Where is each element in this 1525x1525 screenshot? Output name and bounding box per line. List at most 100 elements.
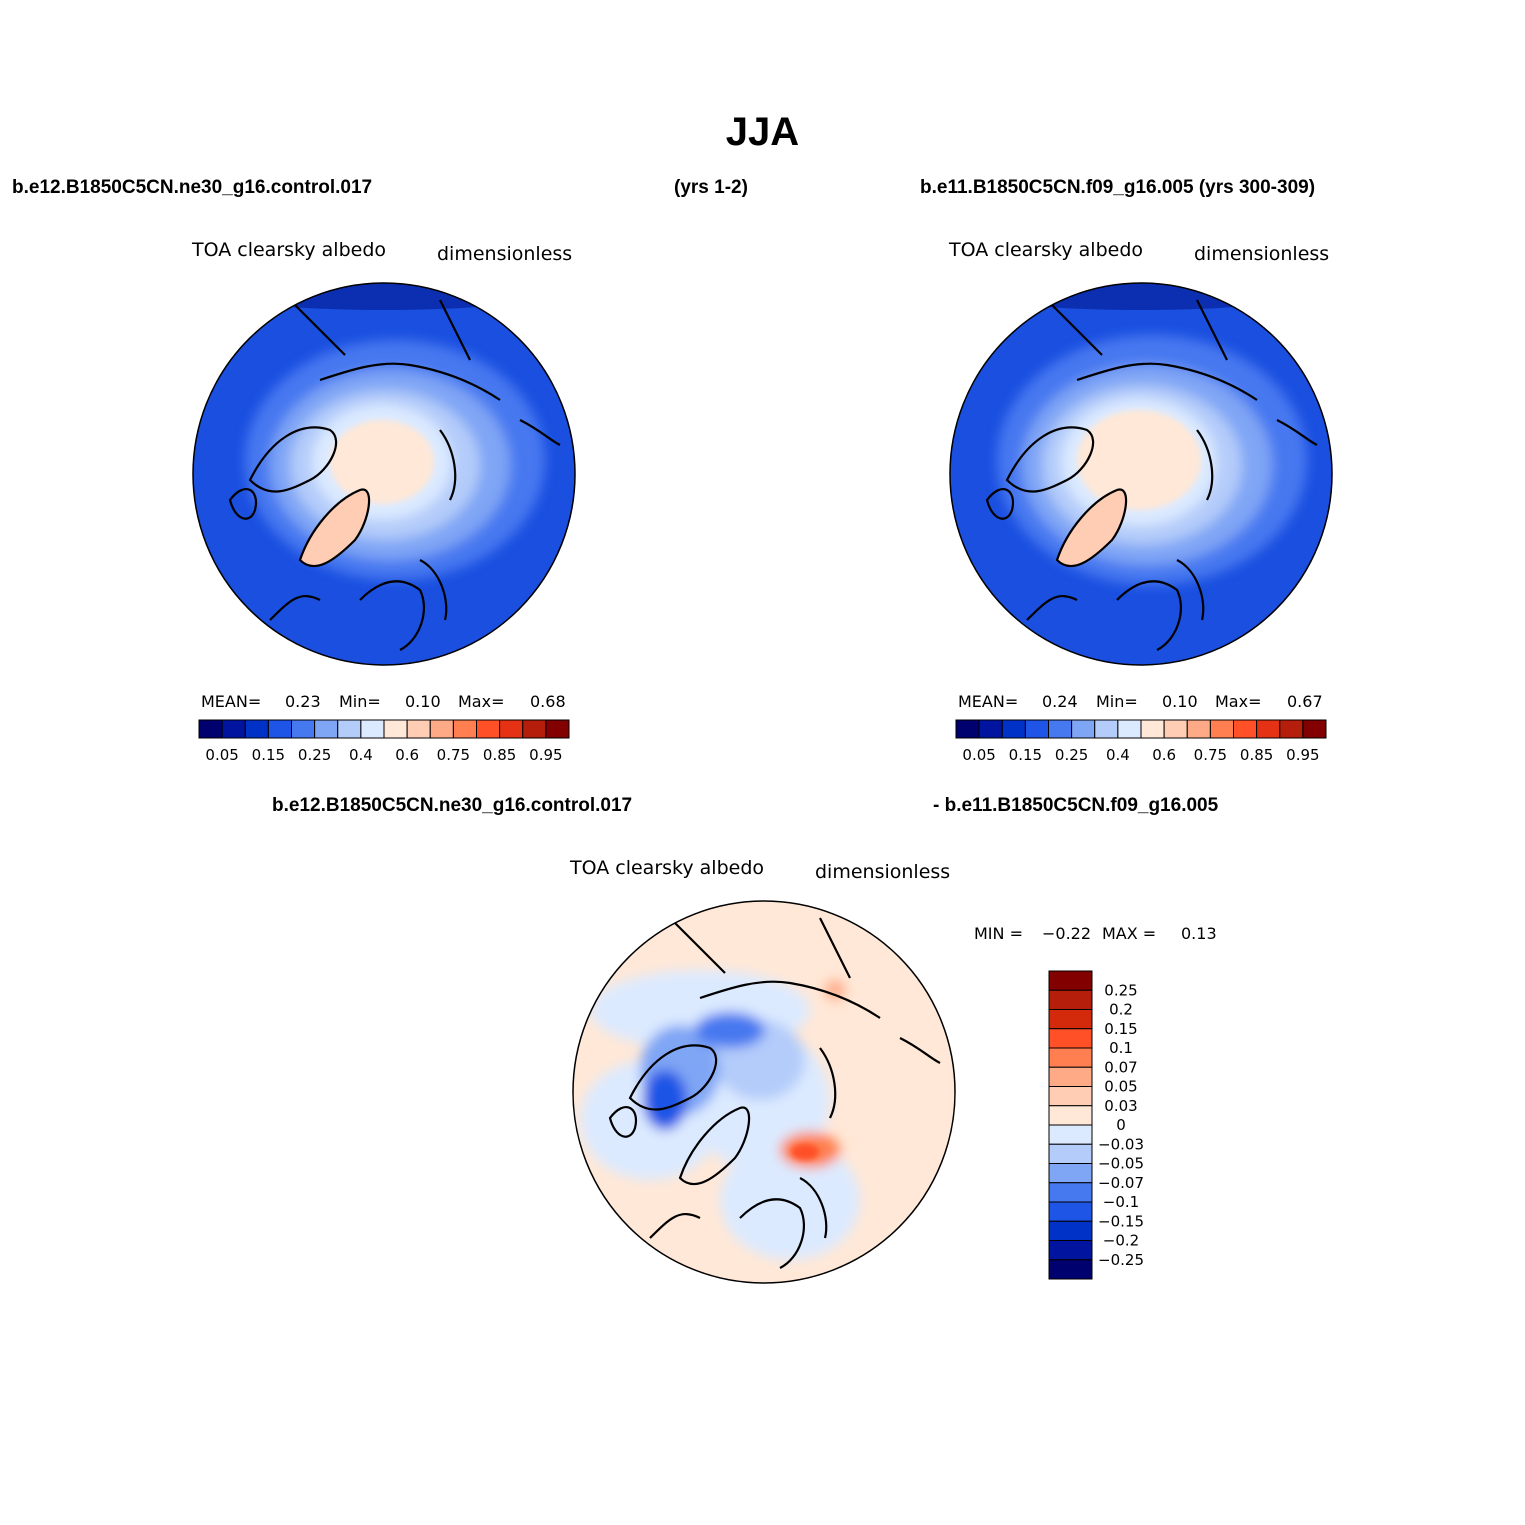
panel1-colorbar-swatch xyxy=(314,719,339,739)
panel2-colorbar-tick-label: 0.6 xyxy=(1152,746,1176,764)
panel1-colorbar-swatch xyxy=(291,719,316,739)
diff-colorbar-tick-label: 0.05 xyxy=(1104,1078,1137,1096)
panel2-units: dimensionless xyxy=(1194,243,1330,265)
panel1-min: 0.10 xyxy=(405,692,441,711)
panel2-border xyxy=(949,282,1333,666)
panel2-colorbar-swatch xyxy=(1233,719,1258,739)
panel2-colorbar-swatch xyxy=(1279,719,1304,739)
diff-colorbar-tick-label: 0 xyxy=(1116,1116,1126,1134)
diff-patch-8 xyxy=(643,1070,687,1130)
panel1-colorbar-swatch xyxy=(545,719,570,739)
panel2-colorbar-tick-label: 0.95 xyxy=(1286,746,1319,764)
panel2-variable: TOA clearsky albedo xyxy=(949,239,1143,261)
panel2-colorbar-tick-label: 0.25 xyxy=(1055,746,1088,764)
panel2-map xyxy=(949,282,1333,666)
diff-colorbar-swatch xyxy=(1048,1124,1093,1145)
diff-colorbar-tick-label: −0.15 xyxy=(1098,1212,1144,1230)
panel1-colorbar-swatch xyxy=(406,719,431,739)
panel2-mean: 0.24 xyxy=(1042,692,1078,711)
panel2-colorbar-swatch xyxy=(978,719,1003,739)
panel1-min-label: Min= xyxy=(339,692,381,711)
panel1-colorbar-tick-label: 0.75 xyxy=(437,746,470,764)
panel2-colorbar-swatch xyxy=(1117,719,1142,739)
diff-colorbar-swatch xyxy=(1048,970,1093,991)
diff-min-label: MIN = xyxy=(974,924,1023,943)
panel1-colorbar-swatch xyxy=(360,719,385,739)
panel1-colorbar-swatch xyxy=(267,719,292,739)
panel1-colorbar-tick-label: 0.4 xyxy=(349,746,373,764)
diff-colorbar-tick-label: −0.25 xyxy=(1098,1251,1144,1269)
diff-colorbar-swatch xyxy=(1048,1009,1093,1030)
panel2-colorbar: 0.05 0.15 0.25 0.4 0.6 0.75 0.85 0.95 xyxy=(955,719,1327,764)
panel1-map xyxy=(192,282,576,666)
panel1-max: 0.68 xyxy=(530,692,566,711)
diff-colorbar-swatch xyxy=(1048,1066,1093,1087)
panel1-colorbar-swatch xyxy=(499,719,524,739)
diff-max: 0.13 xyxy=(1181,924,1217,943)
panel2-colorbar-swatch xyxy=(1302,719,1327,739)
diff-hotspot xyxy=(791,1144,819,1160)
header-top-left: b.e12.B1850C5CN.ne30_g16.control.017 xyxy=(12,177,373,198)
panel1-colorbar-tick-label: 0.6 xyxy=(395,746,419,764)
panel2-colorbar-swatch xyxy=(1186,719,1211,739)
panel1-max-label: Max= xyxy=(458,692,505,711)
panel1-mean: 0.23 xyxy=(285,692,321,711)
diff-colorbar-tick-label: −0.2 xyxy=(1103,1232,1139,1250)
diff-colorbar-swatch xyxy=(1048,1182,1093,1203)
panel2-colorbar-tick-label: 0.75 xyxy=(1194,746,1227,764)
panel1-colorbar-swatch xyxy=(337,719,362,739)
panel1-colorbar-tick-label: 0.25 xyxy=(298,746,331,764)
panel1-colorbar-swatch xyxy=(198,719,223,739)
panel1-variable: TOA clearsky albedo xyxy=(192,239,386,261)
diff-patch-3 xyxy=(720,1140,860,1260)
panel2-colorbar-swatch xyxy=(1140,719,1165,739)
diff-colorbar-swatch xyxy=(1048,1143,1093,1164)
diff-colorbar-swatch xyxy=(1048,1028,1093,1049)
panel1-mean-label: MEAN= xyxy=(201,692,262,711)
diff-border xyxy=(572,900,956,1284)
panel1-border xyxy=(192,282,576,666)
panel2-colorbar-swatch xyxy=(955,719,980,739)
panel2-min: 0.10 xyxy=(1162,692,1198,711)
panel1-colorbar-tick-label: 0.05 xyxy=(205,746,238,764)
panel1-colorbar-swatch xyxy=(244,719,269,739)
panel1-colorbar-tick-label: 0.95 xyxy=(529,746,562,764)
diff-colorbar-swatch xyxy=(1048,989,1093,1010)
header-top-right: b.e11.B1850C5CN.f09_g16.005 (yrs 300-309… xyxy=(920,177,1316,198)
panel1-units: dimensionless xyxy=(437,243,573,265)
panel2-max: 0.67 xyxy=(1287,692,1323,711)
diff-colorbar-tick-label: −0.05 xyxy=(1098,1155,1144,1173)
panel2-colorbar-swatch xyxy=(1256,719,1281,739)
panel2-colorbar-tick-label: 0.15 xyxy=(1009,746,1042,764)
diff-colorbar-swatch xyxy=(1048,1105,1093,1126)
panel2-mean-label: MEAN= xyxy=(958,692,1019,711)
diff-colorbar-swatch xyxy=(1048,1047,1093,1068)
diff-patch-7 xyxy=(695,1012,765,1048)
panel2-colorbar-swatch xyxy=(1209,719,1234,739)
header-top-mid: (yrs 1-2) xyxy=(674,177,748,198)
diff-colorbar: 0.250.20.150.10.070.050.030−0.03−0.05−0.… xyxy=(1048,970,1144,1280)
panel1-colorbar-swatch xyxy=(383,719,408,739)
panel2-colorbar-swatch xyxy=(1094,719,1119,739)
panel1-coastlines xyxy=(228,299,561,651)
panel2-colorbar-swatch xyxy=(1024,719,1049,739)
diff-map xyxy=(572,900,956,1284)
diff-colorbar-tick-label: 0.07 xyxy=(1104,1058,1137,1076)
panel1-colorbar-tick-label: 0.15 xyxy=(252,746,285,764)
panel2-colorbar-swatch xyxy=(1048,719,1073,739)
panel1-colorbar-swatch xyxy=(522,719,547,739)
diff-colorbar-swatch xyxy=(1048,1259,1093,1280)
diff-colorbar-tick-label: 0.2 xyxy=(1109,1001,1133,1019)
diff-colorbar-swatch xyxy=(1048,1163,1093,1184)
diff-colorbar-swatch xyxy=(1048,1220,1093,1241)
panel2-min-label: Min= xyxy=(1096,692,1138,711)
panel1-greenland xyxy=(300,489,370,567)
panel2-max-label: Max= xyxy=(1215,692,1262,711)
panel1-colorbar-swatch xyxy=(221,719,246,739)
diff-colorbar-swatch xyxy=(1048,1086,1093,1107)
panel1-colorbar-swatch xyxy=(452,719,477,739)
panel1-dark-rim xyxy=(193,283,575,310)
panel1-sea-ice xyxy=(330,420,434,504)
header-bottom-left: b.e12.B1850C5CN.ne30_g16.control.017 xyxy=(272,795,633,816)
